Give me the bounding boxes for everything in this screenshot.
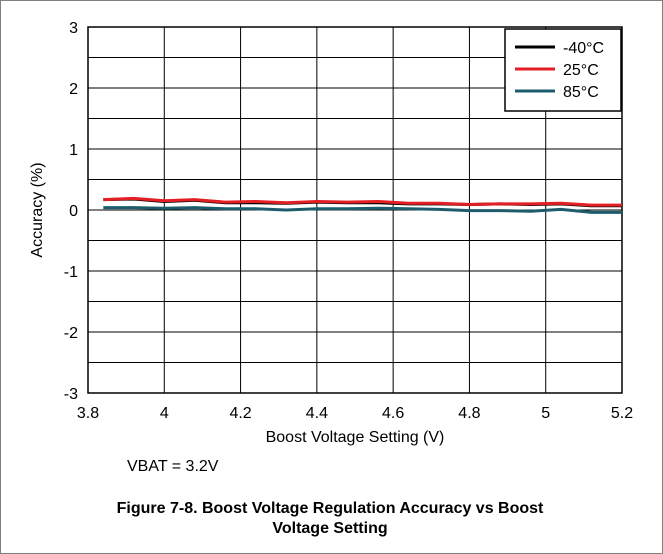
y-tick-label: -3 (64, 386, 78, 403)
x-axis-label: Boost Voltage Setting (V) (266, 429, 445, 446)
x-tick-label: 4.8 (458, 405, 480, 422)
y-tick-label: 0 (69, 203, 78, 220)
plot-area (87, 26, 623, 394)
legend-label: -40°C (563, 40, 604, 57)
y-axis-label: Accuracy (%) (29, 162, 46, 257)
legend: -40°C 25°C 85°C (504, 28, 622, 112)
y-tick-label: -1 (64, 264, 78, 281)
x-tick-label: 4.4 (306, 405, 328, 422)
x-tick-label: 5.2 (611, 405, 633, 422)
figure-caption: Figure 7-8. Boost Voltage Regulation Acc… (20, 499, 640, 539)
y-tick-label: 3 (69, 20, 78, 37)
x-tick-label: 3.8 (77, 405, 99, 422)
figure-caption-line-1: Figure 7-8. Boost Voltage Regulation Acc… (116, 500, 544, 517)
y-tick-label: 1 (69, 142, 78, 159)
x-tick-label: 4.6 (382, 405, 404, 422)
y-tick-labels: 3 2 1 0 -1 -2 -3 (64, 20, 78, 403)
x-tick-label: 5 (541, 405, 550, 422)
condition-note: VBAT = 3.2V (127, 458, 219, 475)
legend-label: 85°C (563, 84, 599, 101)
figure-caption-line-2: Voltage Setting (272, 520, 388, 537)
series-layer (103, 196, 622, 214)
y-tick-label: 2 (69, 81, 78, 98)
legend-label: 25°C (563, 62, 599, 79)
x-tick-label: 4.2 (229, 405, 251, 422)
series-line-2 (103, 196, 622, 207)
y-tick-label: -2 (64, 325, 78, 342)
x-tick-labels: 3.8 4 4.2 4.4 4.6 4.8 5 5.2 (77, 405, 633, 422)
x-tick-label: 4 (160, 405, 169, 422)
series-line-3 (103, 206, 622, 214)
